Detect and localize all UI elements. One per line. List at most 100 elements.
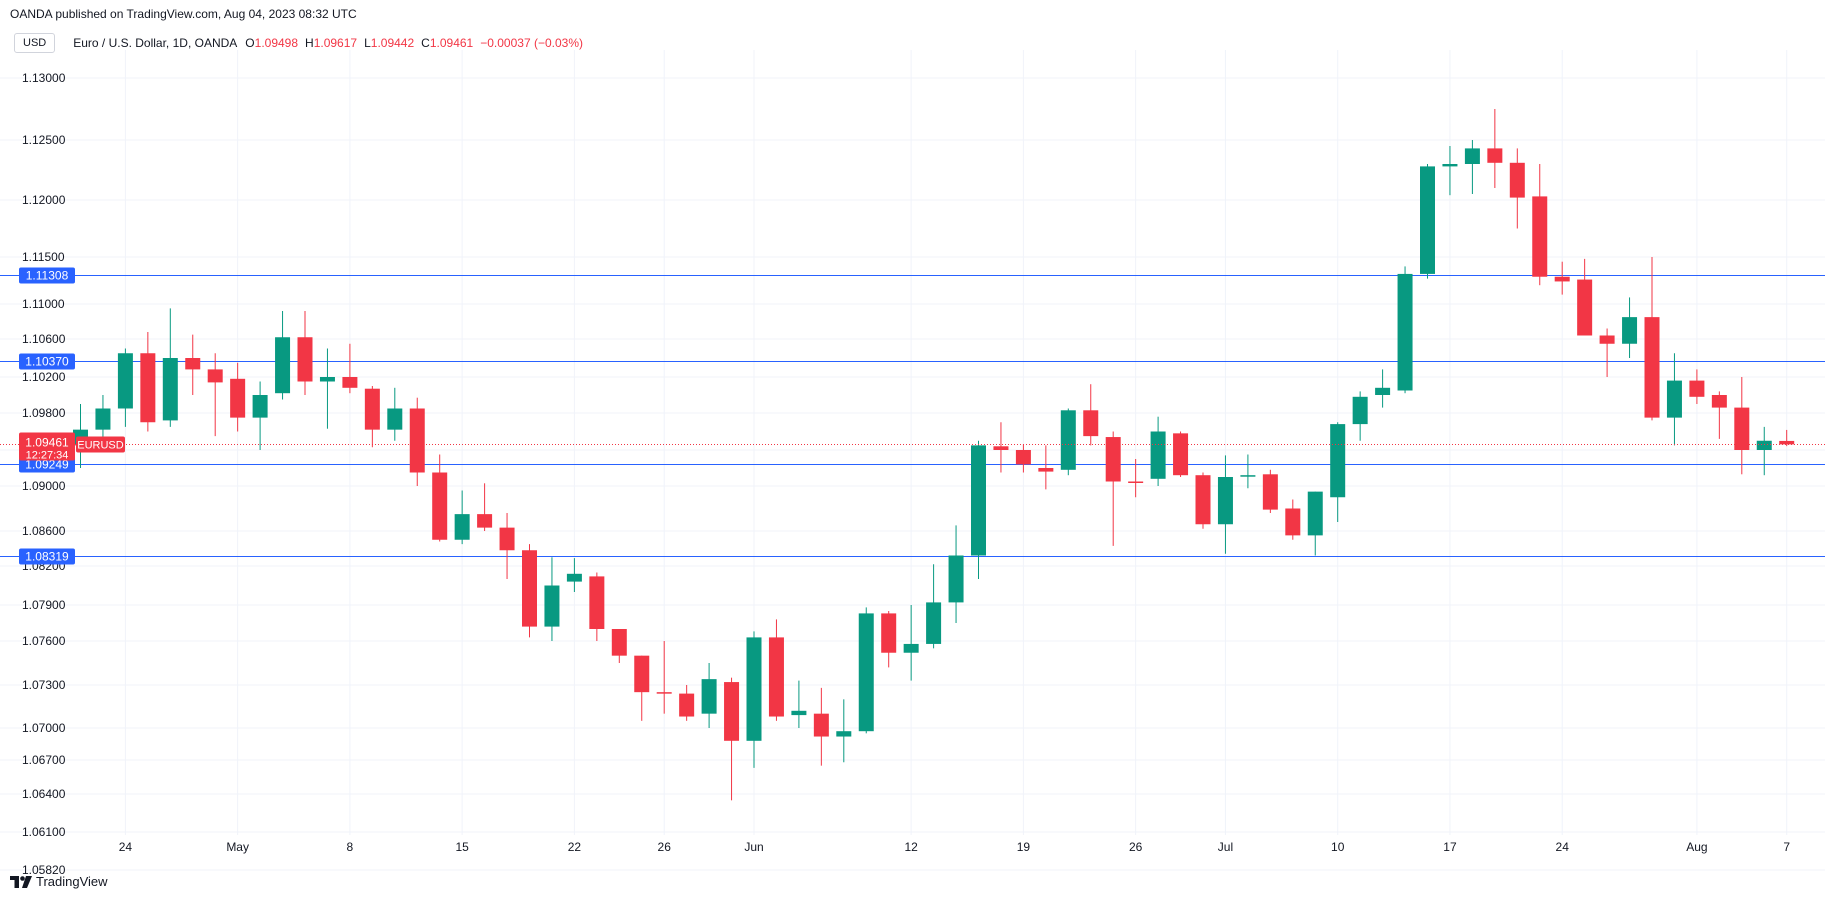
- y-tick-label: 1.07900: [22, 598, 66, 612]
- candle-body: [1015, 450, 1031, 465]
- y-tick-label: 1.07000: [22, 721, 66, 735]
- candle-body: [409, 408, 425, 473]
- candle-body: [342, 377, 358, 388]
- currency-button[interactable]: USD: [14, 33, 56, 53]
- candle-body: [252, 395, 268, 418]
- candle-body: [836, 731, 852, 737]
- x-tick-label: Jun: [744, 840, 763, 854]
- candle-body: [1307, 491, 1323, 536]
- candle-body: [1532, 196, 1548, 277]
- symbol-tag: [76, 436, 125, 453]
- x-tick-label: Aug: [1686, 840, 1707, 854]
- y-tick-label: 1.06100: [22, 825, 66, 839]
- candle-body: [768, 637, 784, 717]
- candle-body: [993, 446, 1009, 450]
- x-tick-label: 8: [347, 840, 354, 854]
- candle-body: [297, 337, 313, 382]
- candle-body: [1622, 317, 1638, 344]
- y-tick-label: 1.13000: [22, 71, 66, 85]
- candle-body: [1128, 481, 1144, 483]
- x-tick-label: May: [226, 840, 249, 854]
- candle-body: [117, 353, 133, 409]
- candle-body: [1375, 387, 1391, 395]
- candle-body: [1464, 148, 1480, 164]
- candle-body: [1083, 410, 1099, 437]
- candle-body: [1397, 273, 1413, 391]
- y-tick-label: 1.10600: [22, 332, 66, 346]
- candle-body: [207, 369, 223, 383]
- candle-body: [1689, 380, 1705, 397]
- last-price-tag: [19, 432, 75, 461]
- price-level-label: 1.09249: [25, 458, 69, 472]
- candle-body: [319, 377, 335, 382]
- candle-body: [791, 710, 807, 716]
- candle-body: [522, 550, 537, 627]
- candle-body: [948, 555, 964, 603]
- candle-body: [566, 573, 582, 582]
- candle-body: [1262, 474, 1278, 510]
- symbol-tag-label: EURUSD: [77, 440, 124, 452]
- candle-body: [926, 602, 942, 644]
- symbol-label[interactable]: Euro / U.S. Dollar, 1D, OANDA: [73, 36, 238, 50]
- low-label: L: [364, 36, 371, 50]
- candle-body: [1173, 433, 1189, 476]
- candle-body: [656, 692, 672, 694]
- open-label: O: [245, 36, 255, 50]
- candle-body: [724, 682, 740, 741]
- x-tick-label: 15: [455, 840, 469, 854]
- high-label: H: [305, 36, 314, 50]
- price-level-tag: [19, 548, 75, 565]
- x-tick-label: Jul: [1218, 840, 1233, 854]
- low-value: 1.09442: [370, 36, 415, 50]
- high-value: 1.09617: [313, 36, 358, 50]
- y-tick-label: 1.11500: [22, 250, 65, 264]
- y-tick-label: 1.08600: [22, 524, 66, 538]
- y-tick-label: 1.05820: [22, 863, 66, 877]
- y-tick-label: 1.06700: [22, 753, 66, 767]
- y-tick-label: 1.07600: [22, 634, 66, 648]
- candle-body: [140, 353, 156, 423]
- candle-body: [1105, 437, 1121, 482]
- candle-body: [1060, 410, 1076, 470]
- candle-body: [1420, 166, 1435, 274]
- candle-body: [544, 585, 560, 627]
- candle-body: [679, 693, 695, 717]
- candle-body: [1150, 431, 1166, 479]
- close-label: C: [421, 36, 430, 50]
- candle-body: [1756, 440, 1772, 450]
- countdown-label: 12:27:34: [26, 450, 69, 462]
- candle-body: [477, 514, 493, 528]
- candle-body: [1711, 395, 1727, 408]
- candle-body: [1285, 508, 1301, 536]
- candle-body: [275, 337, 291, 394]
- candle-body: [1509, 162, 1525, 198]
- y-tick-label: 1.07300: [22, 678, 66, 692]
- open-value: 1.09498: [254, 36, 299, 50]
- candle-body: [634, 655, 650, 693]
- x-tick-label: 22: [568, 840, 582, 854]
- y-tick-label: 1.06400: [22, 787, 66, 801]
- candle-body: [1779, 440, 1795, 445]
- candle-body: [1666, 380, 1682, 418]
- candle-body: [971, 445, 986, 556]
- footer-brand[interactable]: TradingView: [10, 874, 108, 889]
- candle-body: [1442, 164, 1458, 167]
- candle-body: [95, 408, 111, 430]
- publisher-line: OANDA published on TradingView.com, Aug …: [10, 7, 357, 21]
- y-tick-label: 1.10200: [22, 370, 66, 384]
- x-tick-label: 17: [1443, 840, 1457, 854]
- footer-brand-label: TradingView: [36, 874, 108, 889]
- x-tick-label: 26: [1129, 840, 1143, 854]
- candle-body: [1644, 317, 1660, 418]
- candle-body: [701, 679, 717, 714]
- price-level-label: 1.10370: [25, 355, 69, 369]
- x-tick-label: 19: [1017, 840, 1031, 854]
- y-tick-label: 1.09800: [22, 406, 66, 420]
- candle-body: [1038, 468, 1054, 472]
- x-tick-label: 10: [1331, 840, 1345, 854]
- price-level-tag: [19, 353, 75, 370]
- chart-legend: USD Euro / U.S. Dollar, 1D, OANDA O 1.094…: [14, 33, 590, 53]
- tradingview-logo-icon: [10, 875, 32, 888]
- candle-body: [1734, 407, 1750, 450]
